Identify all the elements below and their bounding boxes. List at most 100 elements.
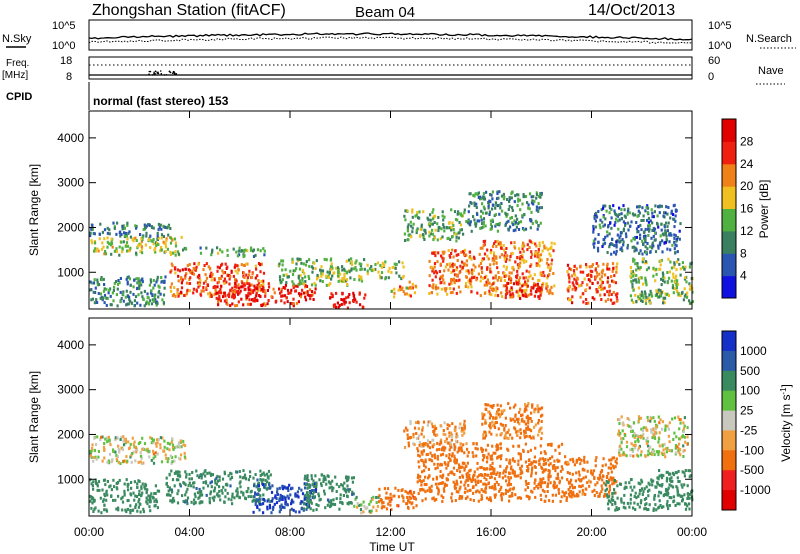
heatmap-cell <box>148 223 151 227</box>
heatmap-cell <box>616 292 619 296</box>
heatmap-cell <box>585 302 588 305</box>
heatmap-cell <box>197 262 200 266</box>
heatmap-cell <box>255 298 258 302</box>
heatmap-cell <box>524 488 527 492</box>
heatmap-cell <box>452 287 455 291</box>
heatmap-cell <box>387 269 390 273</box>
heatmap-cell <box>309 494 312 498</box>
heatmap-cell <box>640 487 644 491</box>
heatmap-cell <box>126 302 129 306</box>
heatmap-cell <box>140 493 143 497</box>
heatmap-cell <box>480 275 483 279</box>
heatmap-cell <box>302 282 306 286</box>
heatmap-cell <box>92 281 96 285</box>
heatmap-cell <box>503 256 507 260</box>
heatmap-cell <box>443 281 446 285</box>
heatmap-cell <box>387 276 390 280</box>
heatmap-cell <box>488 289 491 293</box>
heatmap-cell <box>209 472 212 476</box>
heatmap-cell <box>528 207 531 211</box>
heatmap-cell <box>287 275 290 279</box>
heatmap-cell <box>636 214 639 218</box>
heatmap-cell <box>508 471 511 475</box>
heatmap-cell <box>487 410 490 414</box>
heatmap-cell <box>570 495 573 499</box>
heatmap-cell <box>157 236 160 240</box>
heatmap-cell <box>495 255 498 259</box>
heatmap-cell <box>490 486 494 490</box>
heatmap-cell <box>263 249 266 253</box>
heatmap-cell <box>395 271 398 275</box>
heatmap-cell <box>660 473 663 477</box>
heatmap-cell <box>672 275 675 279</box>
heatmap-cell <box>590 274 593 277</box>
heatmap-cell <box>689 262 692 266</box>
heatmap-cell <box>641 300 644 303</box>
heatmap-cell <box>181 268 184 272</box>
heatmap-cell <box>117 508 120 512</box>
heatmap-cell <box>527 459 530 463</box>
heatmap-cell <box>424 231 427 235</box>
heatmap-cell <box>219 299 222 303</box>
heatmap-cell <box>160 245 163 249</box>
heatmap-cell <box>483 207 486 211</box>
heatmap-cell <box>158 226 161 229</box>
heatmap-cell <box>494 276 497 280</box>
heatmap-cell <box>343 297 346 301</box>
heatmap-cell <box>269 500 272 503</box>
heatmap-cell <box>294 269 297 273</box>
heatmap-cell <box>285 273 288 277</box>
heatmap-cell <box>294 289 298 293</box>
heatmap-cell <box>95 298 98 302</box>
heatmap-cell <box>599 218 602 222</box>
heatmap-cell <box>575 279 578 283</box>
heatmap-cell <box>653 497 656 501</box>
heatmap-cell <box>106 436 109 440</box>
heatmap-cell <box>108 461 111 465</box>
heatmap-cell <box>458 221 461 224</box>
heatmap-cell <box>668 270 671 274</box>
heatmap-cell <box>136 485 139 489</box>
heatmap-cell <box>489 286 492 290</box>
heatmap-cell <box>668 477 671 481</box>
heatmap-cell <box>503 257 506 261</box>
heatmap-cell <box>246 490 249 494</box>
heatmap-cell <box>382 501 385 505</box>
heatmap-cell <box>192 291 195 295</box>
heatmap-cell <box>508 196 511 200</box>
heatmap-cell <box>422 420 426 424</box>
heatmap-cell <box>475 454 478 458</box>
heatmap-cell <box>484 224 487 228</box>
heatmap-cell <box>444 446 447 450</box>
heatmap-cell <box>106 226 109 230</box>
heatmap-cell <box>480 209 483 213</box>
heatmap-cell <box>221 477 225 481</box>
velocity-heatmap-cells <box>89 401 694 515</box>
heatmap-cell <box>220 284 223 288</box>
heatmap-cell <box>322 477 325 481</box>
heatmap-cell <box>543 468 546 472</box>
heatmap-cell <box>513 459 516 463</box>
heatmap-cell <box>163 445 166 449</box>
heatmap-cell <box>632 288 635 292</box>
heatmap-cell <box>619 482 622 486</box>
heatmap-cell <box>330 292 333 296</box>
heatmap-cell <box>223 277 226 281</box>
heatmap-cell <box>117 279 120 282</box>
heatmap-cell <box>461 433 464 437</box>
heatmap-cell <box>134 506 137 509</box>
heatmap-cell <box>441 214 444 218</box>
heatmap-cell <box>531 199 534 203</box>
heatmap-cell <box>152 438 155 442</box>
heatmap-cell <box>523 244 526 248</box>
heatmap-cell <box>644 293 647 297</box>
heatmap-cell <box>573 285 576 289</box>
heatmap-cell <box>489 496 492 500</box>
heatmap-cell <box>306 475 309 479</box>
heatmap-cell <box>339 493 342 497</box>
heatmap-cell <box>383 505 386 509</box>
heatmap-cell <box>642 235 646 238</box>
heatmap-cell <box>331 266 334 270</box>
heatmap-cell <box>267 299 270 302</box>
heatmap-cell <box>620 447 623 451</box>
